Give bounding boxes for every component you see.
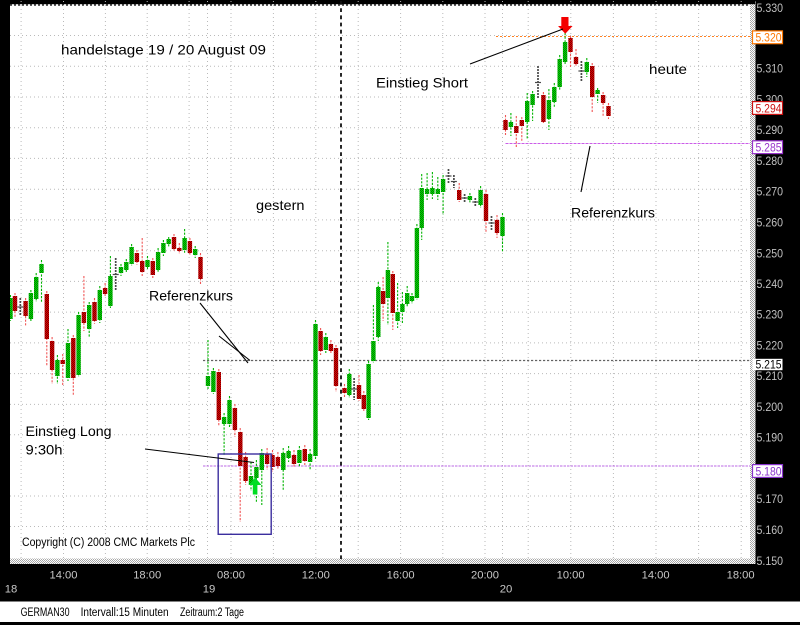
svg-text:Referenzkurs: Referenzkurs (149, 288, 233, 304)
svg-text:5.160: 5.160 (757, 523, 784, 537)
svg-text:5.200: 5.200 (757, 400, 784, 414)
svg-text:heute: heute (649, 61, 687, 77)
svg-text:12:00: 12:00 (302, 569, 330, 581)
svg-text:5.220: 5.220 (757, 338, 784, 352)
svg-text:5.310: 5.310 (757, 62, 784, 76)
svg-text:5.215: 5.215 (756, 358, 782, 372)
svg-text:14:00: 14:00 (50, 569, 78, 581)
svg-text:19: 19 (203, 583, 216, 595)
svg-text:18:00: 18:00 (133, 569, 161, 581)
svg-text:5.150: 5.150 (757, 554, 784, 568)
svg-text:Copyright (C) 2008 CMC Markets: Copyright (C) 2008 CMC Markets Plc (22, 537, 195, 549)
svg-text:Intervall:15 Minuten: Intervall:15 Minuten (81, 607, 169, 619)
svg-text:5.290: 5.290 (757, 123, 784, 137)
svg-text:18:00: 18:00 (727, 569, 755, 581)
svg-text:Einstieg Long: Einstieg Long (26, 423, 112, 439)
svg-text:5.285: 5.285 (756, 141, 782, 155)
svg-text:5.294: 5.294 (756, 101, 782, 115)
svg-text:Zeitraum:2 Tage: Zeitraum:2 Tage (180, 607, 244, 619)
svg-text:5.320: 5.320 (756, 31, 782, 45)
svg-text:20: 20 (500, 583, 513, 595)
svg-text:9:30h: 9:30h (26, 442, 63, 458)
svg-text:08:00: 08:00 (217, 569, 245, 581)
svg-text:16:00: 16:00 (387, 569, 415, 581)
svg-text:14:00: 14:00 (642, 569, 670, 581)
svg-text:Referenzkurs: Referenzkurs (571, 205, 655, 221)
svg-text:5.170: 5.170 (757, 492, 784, 506)
svg-text:5.180: 5.180 (756, 464, 782, 478)
svg-text:handelstage 19 / 20 August 09: handelstage 19 / 20 August 09 (61, 42, 266, 58)
svg-text:Einstieg Short: Einstieg Short (376, 75, 468, 91)
svg-text:GERMAN30: GERMAN30 (21, 607, 70, 619)
svg-text:5.240: 5.240 (757, 277, 784, 291)
svg-text:5.210: 5.210 (757, 369, 784, 383)
svg-text:20:00: 20:00 (471, 569, 499, 581)
svg-text:18: 18 (5, 583, 18, 595)
svg-text:5.230: 5.230 (757, 308, 784, 322)
svg-text:gestern: gestern (256, 197, 305, 213)
svg-text:5.270: 5.270 (757, 185, 784, 199)
svg-text:5.330: 5.330 (757, 1, 784, 15)
svg-text:10:00: 10:00 (557, 569, 585, 581)
svg-text:5.190: 5.190 (757, 431, 784, 445)
svg-text:5.260: 5.260 (757, 215, 784, 229)
svg-text:5.280: 5.280 (757, 154, 784, 168)
svg-text:5.250: 5.250 (757, 247, 784, 261)
